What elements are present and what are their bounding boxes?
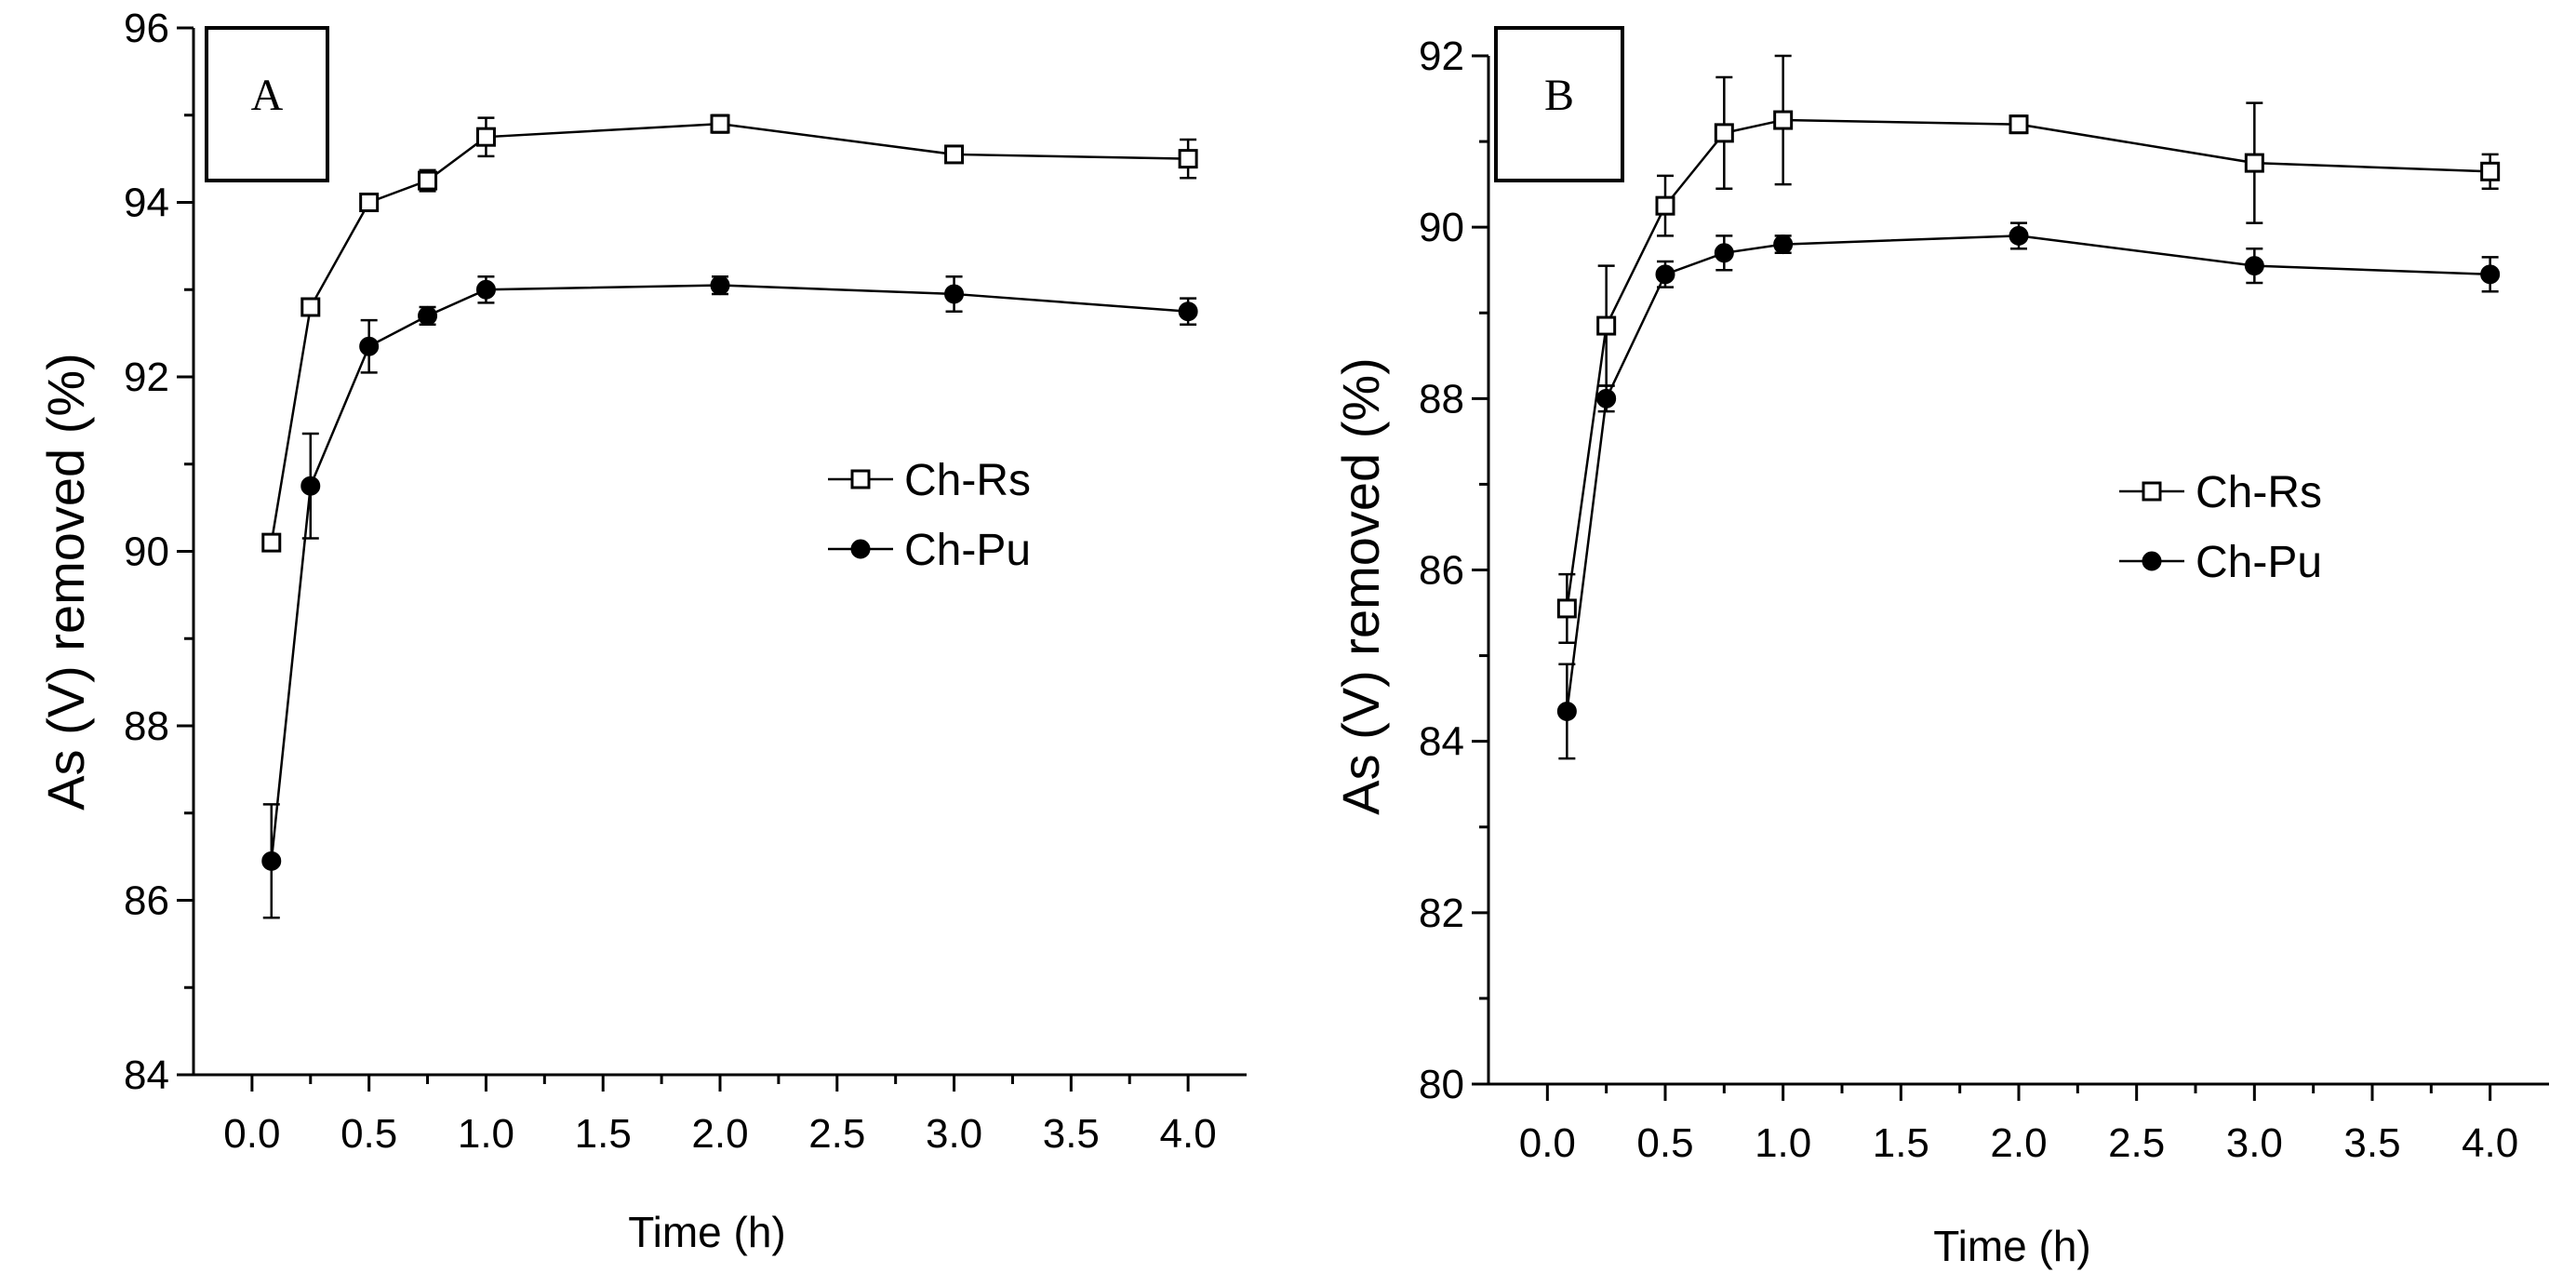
y-axis-title-a: As (V) removed (%) (36, 353, 95, 810)
data-point-ch-pu (261, 851, 282, 871)
data-point-ch-rs (475, 127, 496, 147)
y-tick-label: 96 (124, 6, 169, 51)
data-point-ch-rs (1178, 149, 1198, 169)
x-tick-label: 2.0 (691, 1111, 748, 1157)
x-tick-label: 3.0 (926, 1111, 982, 1157)
legend-a: Ch-Rs Ch-Pu (828, 456, 1031, 575)
legend-marker-ch-pu (850, 539, 871, 559)
x-tick-label: 1.5 (575, 1111, 632, 1157)
y-tick-label: 88 (124, 703, 169, 749)
data-point-ch-pu (1596, 388, 1617, 409)
x-tick-label: 0.5 (1636, 1120, 1693, 1166)
x-tick-label: 3.5 (1043, 1111, 1100, 1157)
y-tick-label: 82 (1419, 891, 1464, 936)
data-point-ch-rs (1714, 123, 1734, 143)
y-axis-title-b: As (V) removed (%) (1331, 357, 1390, 815)
y-tick-label: 92 (124, 355, 169, 400)
data-point-ch-rs (2009, 114, 2029, 135)
data-series-a (261, 114, 1198, 919)
x-axis-a: 0.0 0.5 1.0 1.5 2.0 2.5 3.0 3.5 4.0 (223, 1075, 1217, 1157)
legend-label-ch-pu: Ch-Pu (904, 526, 1031, 575)
x-tick-label: 0.0 (1519, 1120, 1576, 1166)
data-point-ch-pu (1714, 243, 1734, 263)
panel-letter-b: B (1544, 71, 1574, 120)
plot-area-a (192, 28, 1247, 1077)
data-point-ch-rs (261, 532, 282, 553)
series-line-ch-pu (270, 284, 1189, 862)
legend-marker-ch-pu (2142, 551, 2162, 571)
legend-label-ch-rs: Ch-Rs (2196, 468, 2322, 517)
series-line-ch-rs (270, 122, 1189, 543)
x-tick-label: 0.5 (340, 1111, 397, 1157)
y-axis-b: 80 82 84 86 88 90 92 (1419, 33, 1488, 1107)
panel-letter-box-b (1494, 26, 1624, 182)
data-point-ch-rs (2244, 153, 2264, 173)
data-point-ch-pu (2480, 264, 2501, 285)
panel-letter-box-a (205, 26, 329, 182)
data-point-ch-pu (300, 476, 321, 496)
x-tick-label: 1.0 (1755, 1120, 1811, 1166)
data-point-ch-pu (1773, 234, 1794, 255)
panel-letter-a: A (251, 71, 284, 120)
data-point-ch-rs (2480, 161, 2501, 181)
data-point-ch-rs (300, 297, 321, 317)
data-point-ch-rs (1556, 598, 1577, 619)
x-tick-label: 4.0 (1160, 1111, 1217, 1157)
x-axis-title-a: Time (h) (628, 1208, 786, 1256)
y-tick-label: 84 (1419, 719, 1464, 765)
data-point-ch-rs (944, 144, 965, 165)
data-point-ch-pu (2009, 225, 2029, 246)
series-line-ch-pu (1566, 234, 2490, 712)
legend-marker-ch-rs (2142, 481, 2162, 502)
y-tick-label: 86 (1419, 548, 1464, 594)
x-tick-label: 3.0 (2226, 1120, 2283, 1166)
y-tick-label: 84 (124, 1052, 169, 1098)
data-point-ch-pu (1556, 701, 1577, 721)
data-point-ch-rs (710, 114, 730, 134)
y-tick-label: 94 (124, 181, 169, 226)
data-point-ch-pu (359, 336, 380, 356)
x-tick-label: 4.0 (2462, 1120, 2518, 1166)
x-tick-label: 3.5 (2343, 1120, 2400, 1166)
x-tick-label: 1.5 (1873, 1120, 1929, 1166)
data-point-ch-rs (1596, 315, 1617, 336)
x-tick-label: 1.0 (458, 1111, 514, 1157)
y-tick-label: 88 (1419, 376, 1464, 422)
data-series-b (1556, 54, 2501, 760)
x-axis-title-b: Time (h) (1933, 1222, 2091, 1270)
data-point-ch-rs (418, 170, 438, 191)
data-point-ch-pu (2244, 256, 2264, 276)
y-tick-label: 90 (1419, 205, 1464, 250)
data-point-ch-rs (1773, 110, 1794, 130)
legend-b: Ch-Rs Ch-Pu (2119, 468, 2322, 587)
x-tick-label: 2.5 (808, 1111, 865, 1157)
data-point-ch-pu (418, 305, 438, 326)
y-tick-label: 90 (124, 529, 169, 575)
panel-b: 0.0 0.5 1.0 1.5 2.0 2.5 3.0 3.5 4.0 80 82 84 86 88 90… (1331, 26, 2549, 1270)
data-point-ch-pu (1655, 264, 1675, 285)
y-tick-label: 80 (1419, 1062, 1464, 1107)
data-point-ch-pu (944, 284, 965, 304)
y-tick-label: 92 (1419, 33, 1464, 79)
x-tick-label: 0.0 (223, 1111, 280, 1157)
data-point-ch-pu (1178, 301, 1198, 322)
panel-a: 0.0 0.5 1.0 1.5 2.0 2.5 3.0 3.5 4.0 84 86 88 90 92 94… (36, 6, 1247, 1256)
series-line-ch-rs (1566, 118, 2490, 610)
x-axis-b: 0.0 0.5 1.0 1.5 2.0 2.5 3.0 3.5 4.0 (1519, 1084, 2518, 1166)
x-tick-label: 2.5 (2108, 1120, 2165, 1166)
data-point-ch-rs (359, 193, 380, 212)
data-point-ch-pu (710, 275, 730, 296)
legend-marker-ch-rs (850, 469, 871, 489)
plot-area-b (1487, 56, 2549, 1086)
y-axis-a: 84 86 88 90 92 94 96 (124, 6, 194, 1098)
data-point-ch-rs (1655, 195, 1675, 216)
x-tick-label: 2.0 (1990, 1120, 2047, 1166)
legend-label-ch-pu: Ch-Pu (2196, 538, 2322, 587)
data-point-ch-pu (475, 279, 496, 300)
y-tick-label: 86 (124, 878, 169, 924)
legend-label-ch-rs: Ch-Rs (904, 456, 1031, 505)
